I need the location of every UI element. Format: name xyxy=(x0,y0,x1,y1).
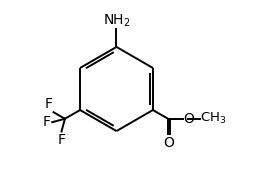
Text: O: O xyxy=(184,112,195,126)
Text: O: O xyxy=(164,136,174,150)
Text: CH$_3$: CH$_3$ xyxy=(200,111,227,126)
Text: F: F xyxy=(57,133,66,147)
Text: F: F xyxy=(42,115,51,129)
Text: F: F xyxy=(45,97,53,111)
Text: NH$_2$: NH$_2$ xyxy=(103,12,130,28)
